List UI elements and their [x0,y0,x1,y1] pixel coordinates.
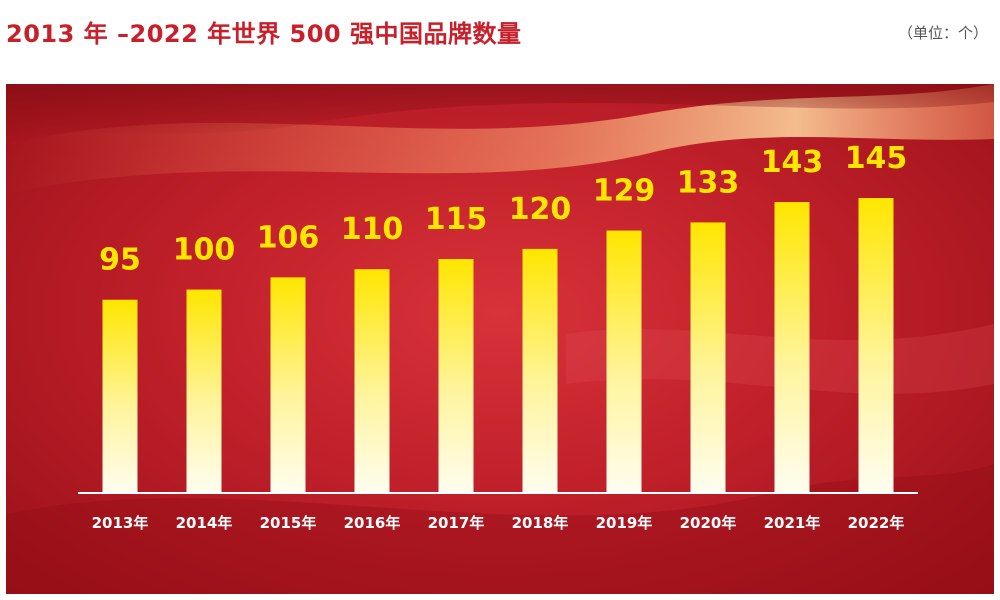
bar-2020年 [690,222,726,493]
bar-2019年 [606,230,642,493]
value-label: 145 [845,141,908,176]
bar-2022年 [858,198,894,493]
value-label: 115 [425,202,488,237]
value-label: 106 [257,220,320,255]
bar-chart: 95 2013年 100 2014年 106 2015年 110 2016年 115 2017年 1… [78,141,918,532]
category-label: 2022年 [848,514,905,532]
category-label: 2016年 [344,514,401,532]
value-label: 133 [677,165,740,200]
bar-2013年 [102,299,138,493]
chart-title: 2013 年 –2022 年世界 500 强中国品牌数量 [6,20,522,48]
unit-label: （单位：个） [897,24,988,42]
value-label: 110 [341,212,404,247]
value-label: 95 [99,243,141,278]
bar-2021年 [774,202,810,493]
category-label: 2021年 [764,514,821,532]
category-label: 2013年 [92,514,149,532]
category-label: 2014年 [176,514,233,532]
value-label: 100 [173,233,236,268]
category-label: 2018年 [512,514,569,532]
value-label: 129 [593,174,656,209]
category-label: 2017年 [428,514,485,532]
value-label: 143 [761,145,824,180]
category-label: 2019年 [596,514,653,532]
value-label: 120 [509,192,572,227]
chart-panel: 95 2013年 100 2014年 106 2015年 110 2016年 115 2017年 1… [6,84,994,594]
category-label: 2020年 [680,514,737,532]
bar-2014年 [186,289,222,493]
bar-2018年 [522,248,558,493]
bar-2015年 [270,277,306,493]
bar-2017年 [438,259,474,493]
bar-2016年 [354,269,390,493]
category-label: 2015年 [260,514,317,532]
